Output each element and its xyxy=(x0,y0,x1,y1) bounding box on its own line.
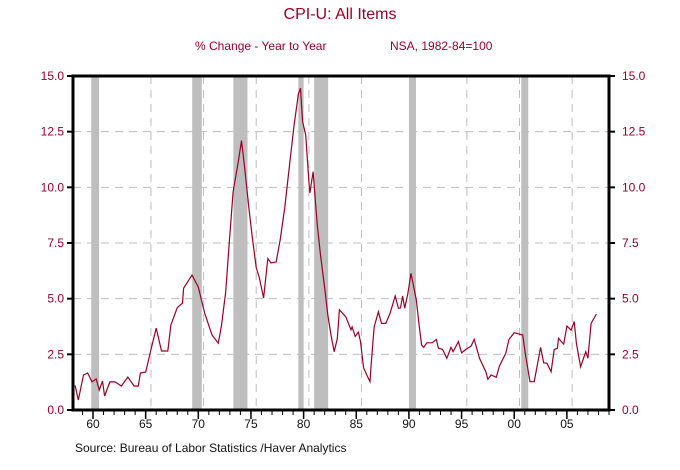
x-axis-labels: 60 65 70 75 80 85 90 95 00 05 xyxy=(86,417,574,431)
y-tick-label-right: 7.5 xyxy=(622,236,639,250)
y-tick-label-right: 5.0 xyxy=(622,292,639,306)
x-tick-label: 85 xyxy=(350,417,364,431)
recession-bar xyxy=(192,76,202,410)
y-tick-label-right: 15.0 xyxy=(622,69,646,83)
x-tick-label: 95 xyxy=(455,417,469,431)
y-tick-label-left: 15.0 xyxy=(41,69,65,83)
axis-ticks xyxy=(67,75,615,419)
chart-subtitle-left: % Change - Year to Year xyxy=(195,39,326,53)
source-note: Source: Bureau of Labor Statistics /Have… xyxy=(75,441,346,455)
y-tick-label-left: 10.0 xyxy=(41,180,65,194)
y-tick-label-left: 12.5 xyxy=(41,125,65,139)
recession-bars xyxy=(91,76,529,410)
gridlines xyxy=(73,76,609,410)
y-tick-label-right: 10.0 xyxy=(622,180,646,194)
x-tick-label: 70 xyxy=(192,417,206,431)
y-tick-label-left: 0.0 xyxy=(47,403,64,417)
x-tick-label: 75 xyxy=(244,417,258,431)
chart-title: CPI-U: All Items xyxy=(284,6,397,23)
y-tick-label-right: 0.0 xyxy=(622,403,639,417)
y-tick-label-left: 2.5 xyxy=(47,347,64,361)
x-tick-label: 00 xyxy=(508,417,522,431)
y-axis-labels: 0.0 0.0 2.5 2.5 5.0 5.0 7.5 7.5 10.0 10.0 12.5 12.5… xyxy=(41,69,646,417)
series-line-cpi xyxy=(74,87,597,401)
y-tick-label-left: 5.0 xyxy=(47,292,64,306)
x-tick-label: 60 xyxy=(86,417,100,431)
recession-bar xyxy=(314,76,329,410)
x-tick-label: 65 xyxy=(139,417,153,431)
y-tick-label-right: 2.5 xyxy=(622,347,639,361)
x-tick-label: 80 xyxy=(297,417,311,431)
x-tick-label: 05 xyxy=(560,417,574,431)
x-tick-label: 90 xyxy=(402,417,416,431)
y-tick-label-right: 12.5 xyxy=(622,125,646,139)
y-tick-label-left: 7.5 xyxy=(47,236,64,250)
chart-subtitle-right: NSA, 1982-84=100 xyxy=(390,39,493,53)
recession-bar xyxy=(91,76,100,410)
